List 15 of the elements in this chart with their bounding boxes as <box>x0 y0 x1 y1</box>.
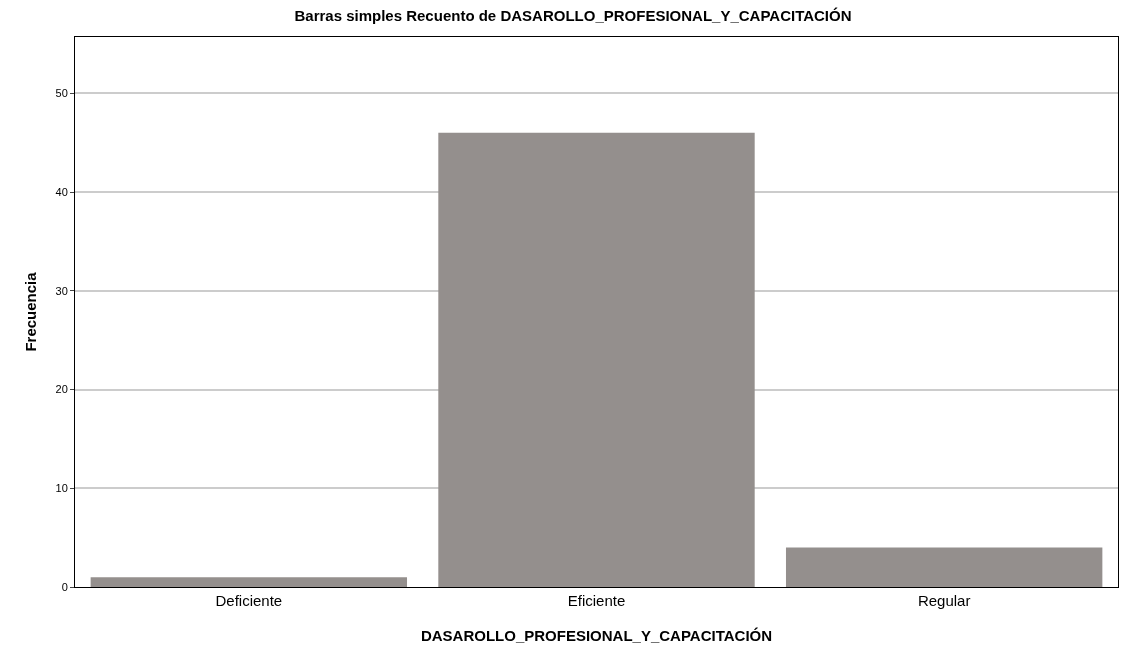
chart-title: Barras simples Recuento de DASAROLLO_PROFESIONAL_Y_CAPACITACIÓN <box>294 6 852 24</box>
y-tick-label: 0 <box>61 580 68 593</box>
y-axis-title: Frecuencia <box>21 271 39 352</box>
y-tick-label: 10 <box>55 482 68 495</box>
y-tick-label: 30 <box>55 284 68 297</box>
bar <box>785 547 1103 587</box>
x-axis-title: DASAROLLO_PROFESIONAL_Y_CAPACITACIÓN <box>420 627 773 644</box>
x-tick-label: Regular <box>917 592 971 609</box>
x-tick-label: Deficiente <box>215 592 283 609</box>
y-tick-label: 40 <box>55 185 68 198</box>
x-tick-label: Eficiente <box>567 592 626 609</box>
y-tick-label: 50 <box>55 87 68 100</box>
y-tick-label: 20 <box>55 383 68 396</box>
bar <box>90 577 408 587</box>
bar <box>438 132 755 587</box>
